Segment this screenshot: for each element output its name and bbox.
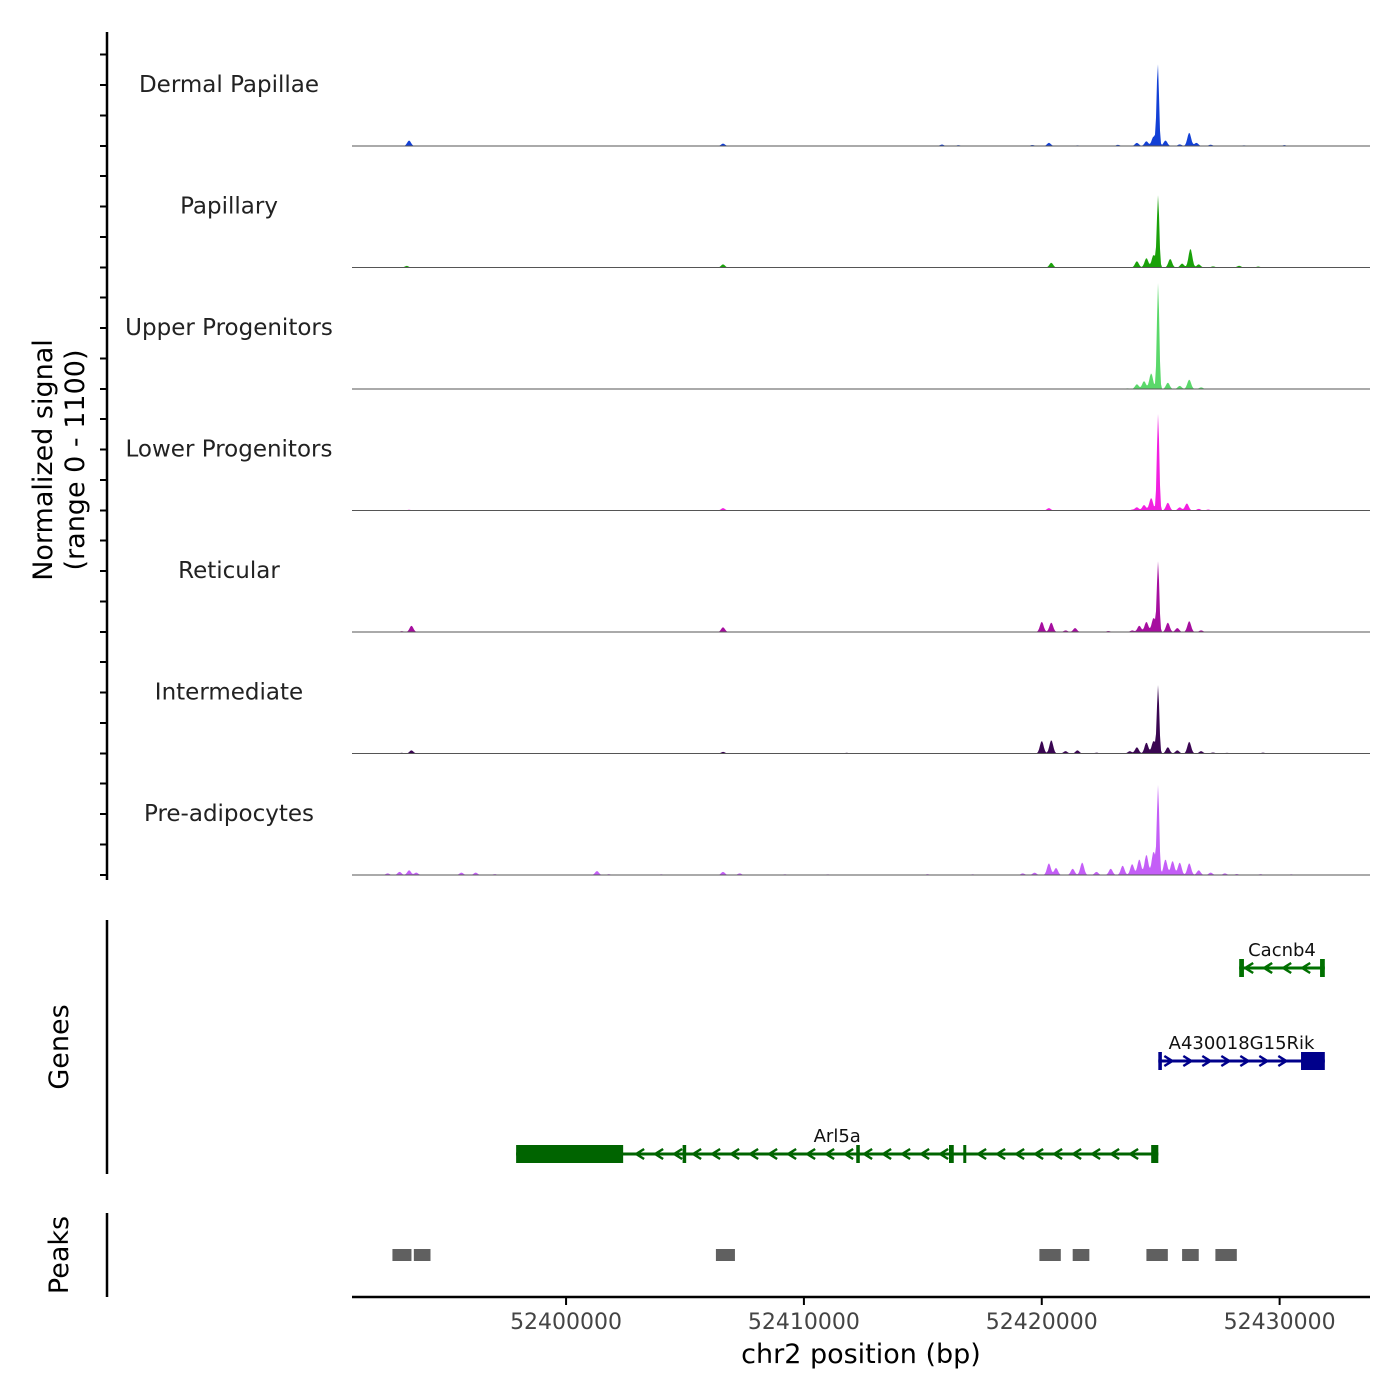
strand-arrow [1258, 1054, 1270, 1068]
gene-exon [1239, 959, 1244, 977]
peak-region [1039, 1249, 1061, 1261]
coverage-tracks [352, 64, 1370, 876]
strand-arrow [918, 1147, 930, 1161]
y-axis-title-line2: (range 0 - 1100) [60, 350, 91, 571]
gene-exon [963, 1145, 967, 1163]
strand-arrow [1242, 961, 1254, 975]
coverage-area [352, 784, 1370, 875]
strand-arrow [937, 1147, 949, 1161]
strand-arrow [1127, 1147, 1139, 1161]
peak-region [715, 1249, 735, 1261]
strand-arrow [633, 1147, 645, 1161]
gene-exon [682, 1145, 687, 1163]
gene-label: Cacnb4 [1248, 940, 1316, 961]
strand-arrow [1163, 1054, 1175, 1068]
gene-exon [949, 1145, 954, 1163]
coverage-area [352, 283, 1370, 389]
strand-arrow [671, 1147, 683, 1161]
peak-region [392, 1249, 412, 1261]
y-axis-title-line1: Normalized signal [28, 339, 59, 581]
track-label: Pre-adipocytes [144, 801, 314, 827]
track-labels: Dermal Papillae Papillary Upper Progenitor… [125, 72, 333, 827]
strand-arrow [1299, 961, 1311, 975]
strand-arrow [652, 1147, 664, 1161]
strand-arrow [1182, 1054, 1194, 1068]
track-label: Intermediate [155, 680, 303, 706]
x-tick-label: 52420000 [986, 1310, 1098, 1335]
peaks-panel: Peaks [44, 1213, 1237, 1297]
coverage-area [352, 64, 1370, 146]
track-label: Lower Progenitors [126, 437, 333, 463]
gene-exon [516, 1145, 624, 1163]
gene-exon [1158, 1052, 1162, 1070]
strand-arrow [880, 1147, 892, 1161]
strand-arrow [1013, 1147, 1025, 1161]
strand-arrow [1108, 1147, 1120, 1161]
strand-arrow [842, 1147, 854, 1161]
x-tick-label: 52430000 [1224, 1310, 1336, 1335]
coverage-area [352, 195, 1370, 268]
strand-arrow [1070, 1147, 1082, 1161]
strand-arrow [975, 1147, 987, 1161]
strand-arrow [1261, 961, 1273, 975]
coverage-area [352, 413, 1370, 511]
strand-arrow [1032, 1147, 1044, 1161]
gene-exon [1301, 1052, 1325, 1070]
track-label: Dermal Papillae [139, 72, 319, 98]
track-label: Upper Progenitors [125, 315, 333, 341]
strand-arrow [804, 1147, 816, 1161]
strand-arrow [899, 1147, 911, 1161]
strand-arrow [766, 1147, 778, 1161]
peak-region [1182, 1249, 1199, 1261]
gene-label: Arl5a [814, 1126, 861, 1147]
signal-y-axis [100, 32, 109, 880]
track-label: Papillary [180, 194, 278, 220]
x-axis-title: chr2 position (bp) [741, 1339, 981, 1370]
peak-region [1215, 1249, 1237, 1261]
peak-region [1146, 1249, 1168, 1261]
gene-exon [1320, 959, 1325, 977]
coverage-area [352, 684, 1370, 754]
strand-arrow [1280, 961, 1292, 975]
track-label: Reticular [178, 558, 280, 584]
x-tick-label: 52410000 [748, 1310, 860, 1335]
strand-arrow [1201, 1054, 1213, 1068]
peak-region [1072, 1249, 1090, 1261]
strand-arrow [1051, 1147, 1063, 1161]
strand-arrow [728, 1147, 740, 1161]
strand-arrow [1277, 1054, 1289, 1068]
strand-arrow [1220, 1054, 1232, 1068]
coverage-area [352, 561, 1370, 632]
genes-panel-label: Genes [44, 1004, 75, 1089]
strand-arrow [1239, 1054, 1251, 1068]
genes-panel: Genes Cacnb4 A430018G15Rik Arl5a [44, 920, 1325, 1174]
strand-arrow [690, 1147, 702, 1161]
strand-arrow [747, 1147, 759, 1161]
x-tick-label: 52400000 [510, 1310, 622, 1335]
gene-exon [856, 1145, 860, 1163]
x-axis: 52400000 52410000 52420000 52430000 [352, 1295, 1370, 1335]
gene-exon [1151, 1145, 1159, 1163]
gene-label: A430018G15Rik [1169, 1033, 1315, 1054]
strand-arrow [1089, 1147, 1101, 1161]
strand-arrow [709, 1147, 721, 1161]
strand-arrow [994, 1147, 1006, 1161]
strand-arrow [785, 1147, 797, 1161]
strand-arrow [861, 1147, 873, 1161]
peak-region [413, 1249, 431, 1261]
peaks-panel-label: Peaks [44, 1216, 75, 1294]
strand-arrow [823, 1147, 835, 1161]
